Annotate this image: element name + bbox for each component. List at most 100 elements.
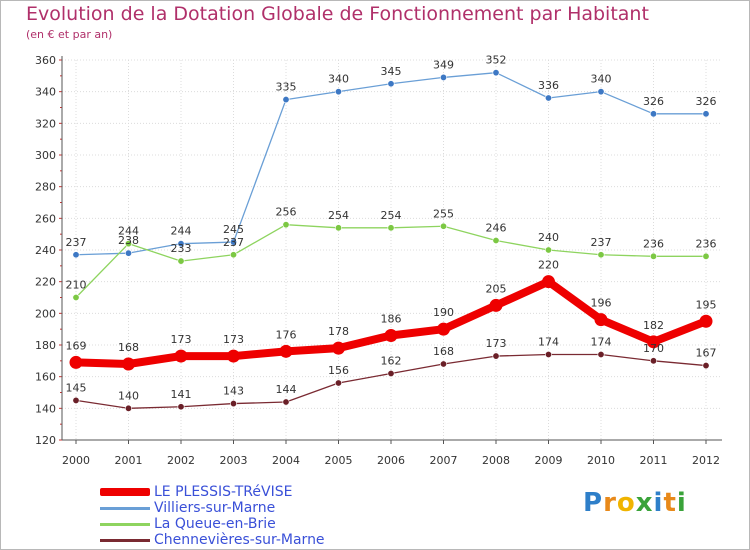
data-label-villiers: 326 xyxy=(696,95,717,108)
data-label-chennevieres: 174 xyxy=(538,336,559,349)
data-label-chennevieres: 141 xyxy=(171,388,192,401)
x-tick-label: 2003 xyxy=(220,454,248,467)
data-point-plessis xyxy=(437,322,450,336)
data-point-queue xyxy=(125,240,133,248)
y-tick-label: 240 xyxy=(35,244,56,257)
legend-swatch xyxy=(100,523,150,526)
legend-swatch xyxy=(100,488,150,496)
x-tick-label: 2001 xyxy=(115,454,143,467)
data-point-chennevieres xyxy=(282,398,290,406)
data-point-villiers xyxy=(230,238,238,246)
data-label-chennevieres: 168 xyxy=(433,345,454,358)
data-point-plessis xyxy=(489,298,503,312)
x-tick-label: 2000 xyxy=(62,454,90,467)
data-point-villiers xyxy=(439,73,447,81)
data-label-villiers: 245 xyxy=(223,223,244,236)
data-label-villiers: 340 xyxy=(328,73,349,86)
data-point-plessis xyxy=(69,355,83,369)
y-tick-label: 260 xyxy=(35,212,56,225)
y-tick-label: 300 xyxy=(35,149,56,162)
data-point-plessis xyxy=(332,341,345,355)
data-point-plessis xyxy=(699,314,713,328)
x-tick-label: 2009 xyxy=(535,454,563,467)
data-label-plessis: 168 xyxy=(118,341,139,354)
data-point-queue xyxy=(702,252,710,260)
y-tick-label: 340 xyxy=(35,86,56,99)
data-label-villiers: 335 xyxy=(276,81,297,94)
data-label-queue: 236 xyxy=(696,237,717,250)
logo-letter: t xyxy=(663,488,677,518)
data-point-chennevieres xyxy=(702,362,710,370)
data-label-villiers: 326 xyxy=(643,95,664,108)
x-tick-label: 2005 xyxy=(325,454,353,467)
data-label-chennevieres: 145 xyxy=(66,381,87,394)
x-tick-label: 2010 xyxy=(587,454,615,467)
data-label-chennevieres: 162 xyxy=(381,355,402,368)
y-tick-label: 320 xyxy=(35,117,56,130)
data-label-queue: 254 xyxy=(381,209,402,222)
data-point-villiers xyxy=(492,69,500,77)
data-label-villiers: 237 xyxy=(66,236,87,249)
data-point-plessis xyxy=(384,329,398,342)
x-tick-label: 2008 xyxy=(482,454,510,467)
data-label-queue: 240 xyxy=(538,231,559,244)
data-label-plessis: 178 xyxy=(328,325,349,338)
data-point-plessis xyxy=(542,275,555,289)
data-label-queue: 255 xyxy=(433,207,454,220)
data-label-plessis: 186 xyxy=(381,313,402,326)
data-label-villiers: 349 xyxy=(433,58,454,71)
data-point-chennevieres xyxy=(544,350,552,358)
data-point-villiers xyxy=(702,110,710,118)
chart-title: Evolution de la Dotation Globale de Fonc… xyxy=(26,3,649,25)
data-label-queue: 236 xyxy=(643,237,664,250)
data-point-villiers xyxy=(597,88,605,96)
data-point-chennevieres xyxy=(492,352,500,360)
data-point-queue xyxy=(177,257,185,265)
y-tick-label: 140 xyxy=(35,402,56,415)
y-tick-label: 120 xyxy=(35,434,56,447)
data-label-queue: 254 xyxy=(328,209,349,222)
logo-letter: P xyxy=(583,488,604,518)
data-label-plessis: 173 xyxy=(171,333,192,346)
x-tick-label: 2007 xyxy=(430,454,458,467)
data-point-chennevieres xyxy=(597,350,605,358)
data-label-villiers: 340 xyxy=(591,73,612,86)
data-label-queue: 237 xyxy=(223,236,244,249)
logo-letter: o xyxy=(616,488,636,518)
data-point-villiers xyxy=(387,80,395,88)
proxiti-logo: Proxiti xyxy=(583,488,687,518)
data-label-chennevieres: 144 xyxy=(276,383,297,396)
logo-letter: x xyxy=(635,488,654,518)
data-label-villiers: 238 xyxy=(118,234,139,247)
x-tick-label: 2004 xyxy=(272,454,300,467)
data-label-plessis: 195 xyxy=(696,298,717,311)
data-label-chennevieres: 167 xyxy=(696,347,717,360)
y-tick-label: 360 xyxy=(35,54,56,67)
logo-letter: i xyxy=(676,488,687,518)
data-label-villiers: 352 xyxy=(486,54,507,67)
y-tick-label: 200 xyxy=(35,307,56,320)
data-label-plessis: 196 xyxy=(591,297,612,310)
data-label-chennevieres: 173 xyxy=(486,337,507,350)
data-label-chennevieres: 143 xyxy=(223,385,244,398)
data-point-chennevieres xyxy=(72,396,80,404)
data-point-villiers xyxy=(544,94,552,102)
y-tick-label: 280 xyxy=(35,181,56,194)
data-point-plessis xyxy=(279,344,293,358)
legend-swatch xyxy=(100,539,150,542)
data-label-chennevieres: 174 xyxy=(591,336,612,349)
data-label-plessis: 182 xyxy=(643,319,664,332)
data-label-queue: 233 xyxy=(171,242,192,255)
x-tick-label: 2006 xyxy=(377,454,405,467)
data-point-queue xyxy=(334,224,342,232)
data-point-villiers xyxy=(177,240,185,248)
data-point-villiers xyxy=(282,96,290,104)
data-point-villiers xyxy=(334,88,342,96)
data-point-queue xyxy=(492,237,500,245)
data-label-queue: 244 xyxy=(118,225,139,238)
data-point-villiers xyxy=(649,110,657,118)
data-point-chennevieres xyxy=(387,369,395,377)
data-point-queue xyxy=(282,221,290,229)
data-point-queue xyxy=(649,252,657,260)
